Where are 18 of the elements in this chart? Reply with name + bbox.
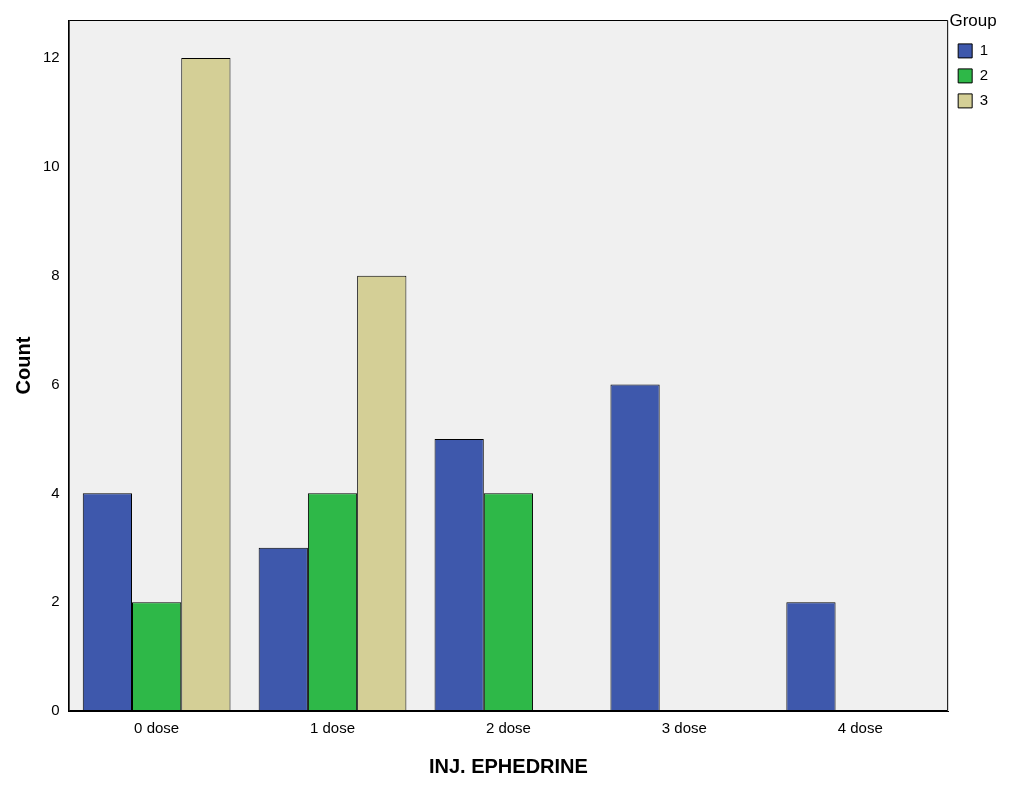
y-tick-label: 10 bbox=[43, 157, 60, 175]
x-axis-title: INJ. EPHEDRINE bbox=[428, 754, 588, 777]
x-tick-label: 0 dose bbox=[134, 719, 180, 737]
legend-label: 1 bbox=[979, 41, 988, 59]
legend-title: Group bbox=[949, 11, 997, 31]
y-tick-label: 6 bbox=[51, 374, 60, 392]
x-tick-label: 4 dose bbox=[837, 719, 883, 737]
y-tick-label: 0 bbox=[51, 701, 60, 719]
legend-label: 2 bbox=[979, 66, 988, 84]
y-tick-label: 4 bbox=[51, 483, 60, 501]
y-tick-label: 12 bbox=[43, 48, 60, 66]
y-tick-label: 2 bbox=[51, 592, 60, 610]
legend-label: 3 bbox=[979, 91, 988, 109]
x-tick-label: 1 dose bbox=[310, 719, 356, 737]
y-axis-title: Count bbox=[11, 336, 34, 395]
y-tick-label: 8 bbox=[51, 265, 60, 283]
x-tick-label: 2 dose bbox=[485, 719, 531, 737]
x-tick-label: 3 dose bbox=[661, 719, 707, 737]
